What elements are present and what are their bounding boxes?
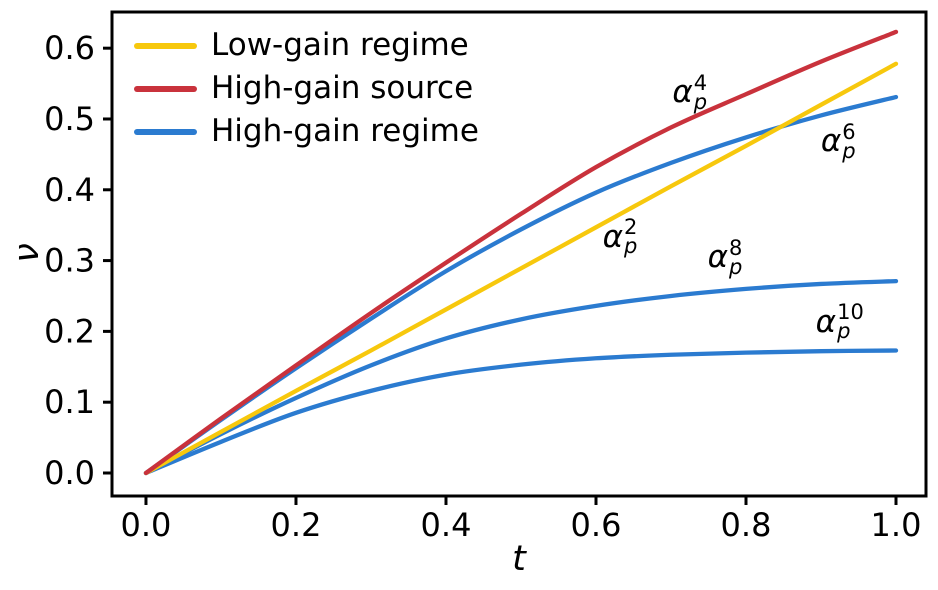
x-tick-label: 1.0	[871, 506, 922, 544]
annotation-base: α	[707, 239, 729, 276]
y-tick-label: 0.3	[44, 242, 95, 280]
x-tick-label: 0.0	[121, 506, 172, 544]
annotation-base: α	[672, 74, 693, 111]
x-axis-label: t	[512, 539, 527, 579]
annotation-subscript: p	[693, 89, 708, 114]
y-tick-label: 0.4	[44, 171, 95, 209]
legend-line-swatch-blue	[134, 128, 197, 135]
y-axis-label: ν	[7, 243, 47, 263]
legend-label: High-gain source	[211, 70, 474, 106]
y-tick-label: 0.2	[44, 312, 95, 350]
series-line-alpha_p^10	[143, 348, 899, 476]
y-tick-label: 0.5	[44, 100, 95, 138]
annotation-scripts: 10 p	[837, 300, 864, 344]
legend-item-high-gain-regime: High-gain regime	[134, 113, 479, 150]
x-tick-label: 0.6	[571, 506, 622, 544]
annotation-superscript: 6	[842, 119, 856, 144]
axes-spines	[110, 10, 928, 498]
x-tick-label: 0.4	[421, 506, 472, 544]
annotation-base: α	[815, 303, 837, 340]
annotation-subscript: p	[729, 254, 743, 279]
legend-label: High-gain regime	[211, 113, 479, 149]
annotation-alpha-p-10: α 10 p	[815, 300, 864, 344]
x-tick-label: 0.2	[271, 506, 322, 544]
y-tick-label: 0.1	[44, 383, 95, 421]
annotation-superscript: 2	[624, 215, 638, 240]
annotation-superscript: 4	[693, 70, 708, 95]
annotation-subscript: p	[837, 319, 851, 344]
legend: Low-gain regime High-gain source High-ga…	[134, 27, 479, 150]
series-line-alpha_p^4	[143, 29, 899, 476]
x-tick-label: 0.8	[721, 506, 772, 544]
legend-item-high-gain-source: High-gain source	[134, 70, 479, 107]
legend-label: Low-gain regime	[211, 27, 469, 63]
annotation-superscript: 8	[729, 235, 743, 260]
legend-line-swatch-yellow	[134, 42, 197, 49]
annotation-subscript: p	[624, 234, 638, 259]
series-line-alpha_p^8	[143, 278, 899, 476]
series-line-alpha_p^2	[143, 61, 899, 476]
y-tick-label: 0.6	[44, 29, 95, 67]
annotation-subscript: p	[842, 138, 856, 163]
annotation-base: α	[820, 123, 842, 160]
y-tick-label: 0.0	[44, 454, 95, 492]
legend-line-swatch-red	[134, 85, 197, 92]
annotation-base: α	[602, 218, 624, 255]
annotation-superscript: 10	[837, 300, 864, 325]
legend-item-low-gain-regime: Low-gain regime	[134, 27, 479, 64]
